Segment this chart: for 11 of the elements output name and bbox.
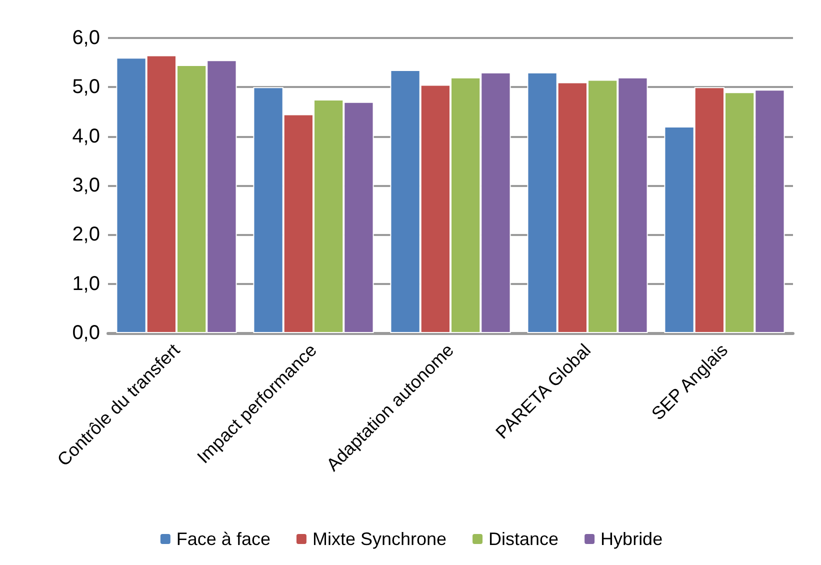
y-tick-label: 2,0 [72, 224, 100, 246]
legend-label: Face à face [176, 529, 270, 549]
y-tick-label: 5,0 [72, 76, 100, 98]
y-tick-label: 4,0 [72, 125, 100, 148]
y-tick-label: 0,0 [72, 322, 100, 344]
y-tick-label: 1,0 [72, 272, 100, 295]
legend-label: Hybride [600, 529, 663, 549]
legend-label: Distance [488, 529, 559, 549]
y-tick-label: 3,0 [72, 174, 100, 196]
y-tick-label: 6,0 [72, 27, 100, 49]
legend-label: Mixte Synchrone [312, 529, 447, 549]
